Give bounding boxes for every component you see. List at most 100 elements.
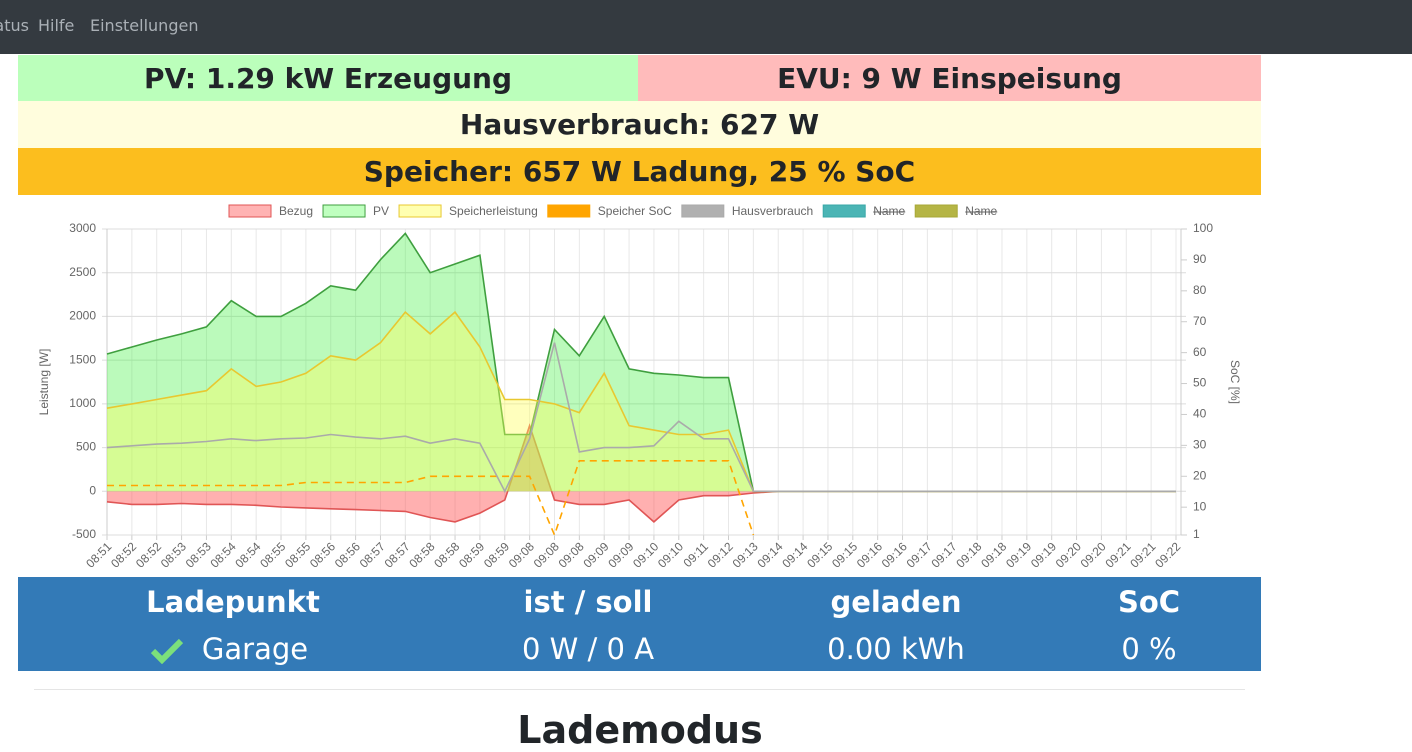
y2-tick-label: 60 bbox=[1193, 345, 1207, 359]
legend-label[interactable]: PV bbox=[373, 204, 389, 218]
legend-label[interactable]: Name bbox=[965, 204, 997, 218]
legend-swatch bbox=[822, 204, 866, 218]
y-tick-label: 2000 bbox=[69, 309, 96, 323]
legend-label[interactable]: Name bbox=[873, 204, 905, 218]
y-axis-label: Leistung [W] bbox=[37, 349, 51, 416]
x-tick-label: 09:22 bbox=[1152, 539, 1183, 570]
y2-axis-label: SoC [%] bbox=[1228, 360, 1242, 404]
x-tick-label: 08:55 bbox=[282, 539, 313, 570]
y-tick-label: 0 bbox=[89, 483, 96, 497]
table-cell: Garage bbox=[201, 632, 309, 666]
y2-tick-label: 1 bbox=[1193, 527, 1200, 541]
table-header: Ladepunkt bbox=[146, 585, 320, 619]
x-tick-label: 08:54 bbox=[208, 539, 239, 570]
x-tick-label: 09:18 bbox=[978, 539, 1009, 570]
y-tick-label: -500 bbox=[72, 527, 96, 541]
x-tick-label: 09:08 bbox=[506, 539, 537, 570]
x-tick-label: 09:20 bbox=[1053, 539, 1084, 570]
y-tick-label: 500 bbox=[76, 440, 96, 454]
x-tick-label: 09:08 bbox=[556, 539, 587, 570]
area bbox=[107, 233, 1176, 492]
table-header: geladen bbox=[830, 585, 962, 619]
legend-label[interactable]: Speicher SoC bbox=[598, 204, 672, 218]
x-tick-label: 09:18 bbox=[953, 539, 984, 570]
x-tick-label: 09:21 bbox=[1103, 539, 1134, 570]
check-icon bbox=[150, 638, 184, 664]
x-tick-label: 09:09 bbox=[605, 539, 636, 570]
legend-label[interactable]: Speicherleistung bbox=[449, 204, 538, 218]
x-tick-label: 08:58 bbox=[431, 539, 462, 570]
area bbox=[107, 312, 1176, 492]
x-tick-label: 09:13 bbox=[730, 539, 761, 570]
x-tick-label: 08:59 bbox=[456, 539, 487, 570]
x-tick-label: 08:58 bbox=[406, 539, 437, 570]
x-tick-label: 09:21 bbox=[1127, 539, 1158, 570]
x-tick-label: 09:17 bbox=[904, 539, 935, 570]
section-title: Lademodus bbox=[517, 708, 763, 752]
nav-link[interactable]: Hilfe bbox=[38, 16, 75, 35]
y2-tick-label: 90 bbox=[1193, 252, 1207, 266]
x-tick-label: 08:57 bbox=[357, 539, 388, 570]
x-tick-label: 09:11 bbox=[681, 539, 712, 570]
y-tick-label: 1500 bbox=[69, 352, 96, 366]
x-tick-label: 08:57 bbox=[382, 539, 413, 570]
y2-tick-label: 70 bbox=[1193, 314, 1207, 328]
x-tick-label: 08:52 bbox=[133, 539, 164, 570]
x-tick-label: 09:15 bbox=[829, 539, 860, 570]
y-tick-label: 2500 bbox=[69, 265, 96, 279]
legend-swatch bbox=[228, 204, 272, 218]
x-tick-label: 09:12 bbox=[705, 539, 736, 570]
line bbox=[107, 460, 755, 538]
x-tick-label: 08:54 bbox=[232, 539, 263, 570]
x-tick-label: 09:17 bbox=[928, 539, 959, 570]
y2-tick-label: 20 bbox=[1193, 468, 1207, 482]
ladepunkt-table: Ladepunkt ist / soll geladen SoC Garage … bbox=[18, 577, 1261, 671]
y2-tick-label: 80 bbox=[1193, 283, 1207, 297]
table-header: SoC bbox=[1117, 585, 1181, 619]
table-cell: 0.00 kWh bbox=[827, 632, 965, 666]
line bbox=[106, 342, 1176, 494]
divider bbox=[34, 689, 1245, 690]
y-tick-label: 1000 bbox=[69, 396, 96, 410]
legend-label[interactable]: Hausverbrauch bbox=[732, 204, 813, 218]
y2-tick-label: 10 bbox=[1193, 499, 1207, 513]
nav-link[interactable]: Einstellungen bbox=[90, 16, 199, 35]
y2-tick-label: 30 bbox=[1193, 438, 1207, 452]
legend-swatch bbox=[681, 204, 725, 218]
x-tick-label: 08:53 bbox=[183, 539, 214, 570]
x-tick-label: 09:19 bbox=[1028, 539, 1059, 570]
chart: 08:5108:5208:5208:5308:5308:5408:5408:55… bbox=[37, 204, 1242, 570]
x-tick-label: 09:16 bbox=[854, 539, 885, 570]
speicher-status: Speicher: 657 W Ladung, 25 % SoC bbox=[18, 148, 1261, 195]
legend-label[interactable]: Bezug bbox=[279, 204, 313, 218]
x-tick-label: 09:10 bbox=[655, 539, 686, 570]
x-tick-label: 09:19 bbox=[1003, 539, 1034, 570]
x-tick-label: 08:53 bbox=[158, 539, 189, 570]
y-tick-label: 3000 bbox=[69, 221, 96, 235]
x-tick-label: 08:56 bbox=[307, 539, 338, 570]
x-tick-label: 09:14 bbox=[754, 539, 785, 570]
haus-status: Hausverbrauch: 627 W bbox=[18, 101, 1261, 148]
table-cell: 0 W / 0 A bbox=[521, 632, 655, 666]
nav-link[interactable]: Status bbox=[0, 16, 29, 35]
table-header: ist / soll bbox=[523, 585, 653, 619]
legend-swatch bbox=[322, 204, 366, 218]
x-tick-label: 08:52 bbox=[108, 539, 139, 570]
navbar: Status Hilfe Einstellungen bbox=[0, 0, 1412, 54]
table-cell: 0 % bbox=[1121, 632, 1177, 666]
pv-status: PV: 1.29 kW Erzeugung bbox=[18, 55, 638, 101]
y2-tick-label: 50 bbox=[1193, 376, 1207, 390]
x-tick-label: 09:09 bbox=[580, 539, 611, 570]
x-tick-label: 08:51 bbox=[83, 539, 114, 570]
x-tick-label: 08:56 bbox=[332, 539, 363, 570]
evu-status: EVU: 9 W Einspeisung bbox=[638, 55, 1261, 101]
x-tick-label: 09:14 bbox=[779, 539, 810, 570]
x-tick-label: 09:15 bbox=[804, 539, 835, 570]
x-tick-label: 09:10 bbox=[630, 539, 661, 570]
legend-swatch bbox=[547, 204, 591, 218]
area bbox=[107, 425, 1176, 522]
x-tick-label: 09:08 bbox=[531, 539, 562, 570]
x-tick-label: 08:59 bbox=[481, 539, 512, 570]
y2-tick-label: 100 bbox=[1193, 221, 1213, 235]
